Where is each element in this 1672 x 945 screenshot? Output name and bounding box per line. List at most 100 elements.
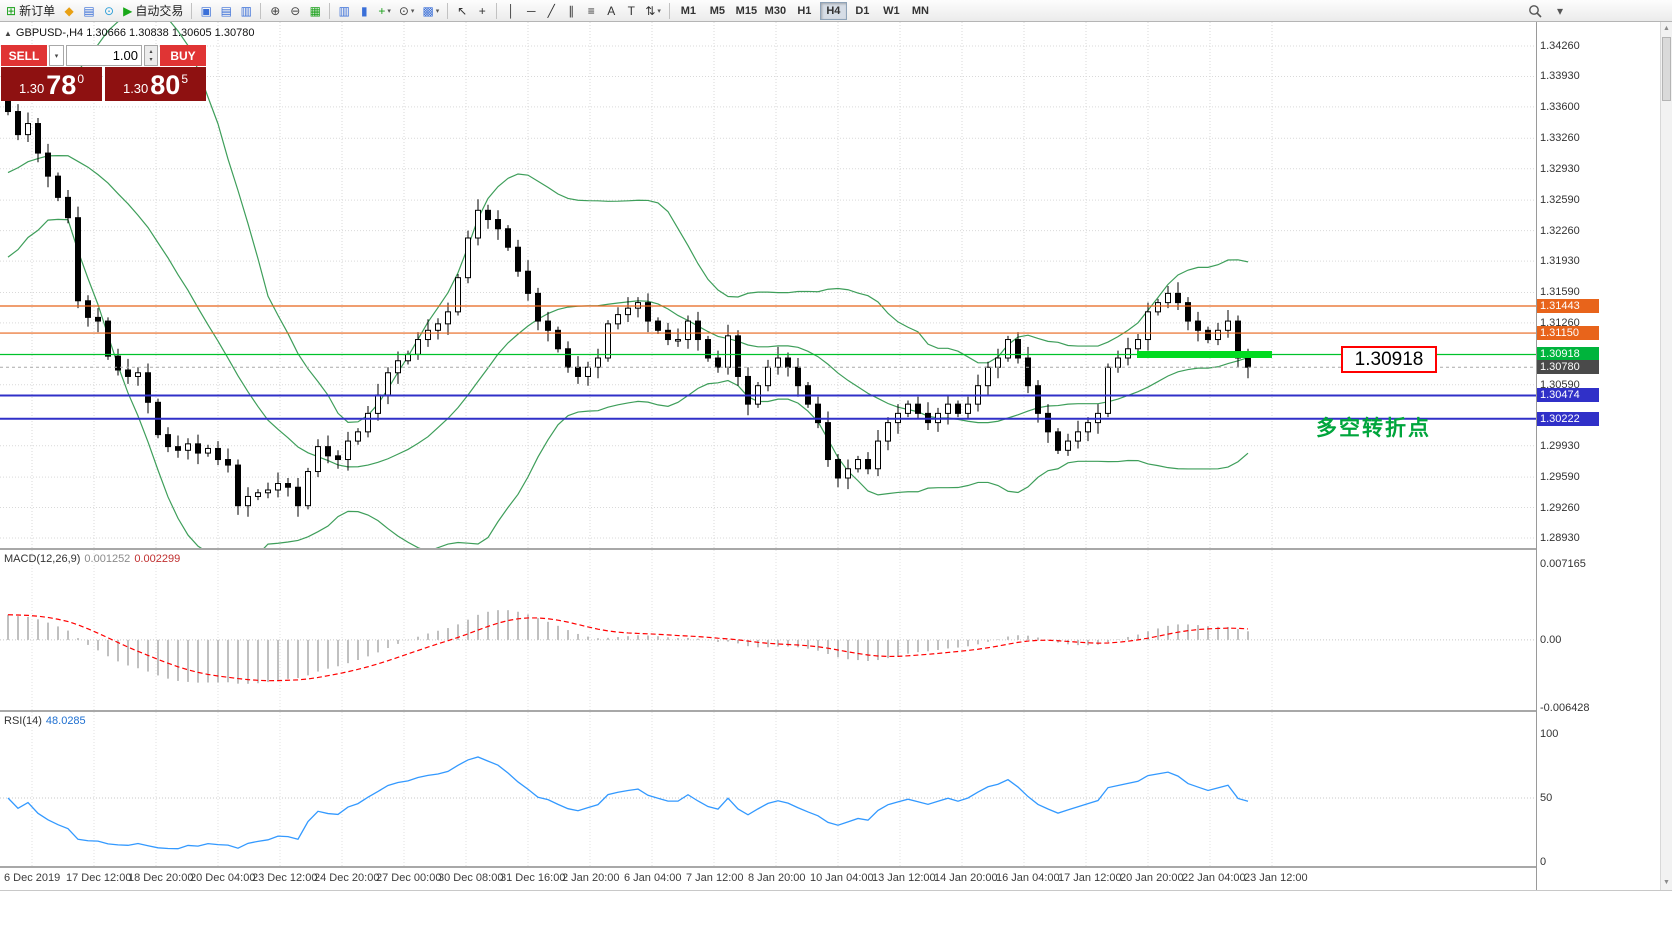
new-chart-button[interactable]: + ▾: [374, 1, 395, 21]
autotrading-icon: ▶: [123, 3, 133, 18]
price-axis-tag: 1.30222: [1537, 411, 1599, 426]
templates-icon: ▩: [422, 3, 434, 18]
volume-input[interactable]: 1.00: [66, 45, 142, 66]
price-tick-label: 1.34260: [1540, 40, 1580, 52]
periodicity-icon: ⊙: [398, 3, 409, 18]
time-axis-label: 24 Dec 20:00: [314, 872, 380, 884]
candles-layer: [5, 96, 1251, 517]
toolbar-options-button[interactable]: ▾: [1550, 1, 1570, 21]
rsi-indicator-panel[interactable]: [0, 712, 1536, 866]
scroll-up-icon[interactable]: ▲: [1663, 25, 1670, 32]
time-axis-label: 6 Dec 2019: [4, 872, 61, 884]
price-level-label[interactable]: 1.30918: [1341, 346, 1437, 373]
chevron-down-icon: ▾: [54, 52, 59, 60]
arrows-button[interactable]: ⇅ ▾: [641, 1, 665, 21]
fibonacci-button[interactable]: ≡: [581, 1, 601, 21]
macd-indicator-panel[interactable]: [0, 550, 1536, 710]
timeframe-h4-button[interactable]: H4: [819, 1, 847, 20]
new-order-button[interactable]: ⊞ 新订单: [2, 1, 59, 21]
sell-button[interactable]: SELL: [1, 45, 47, 66]
trendline-icon: ╱: [547, 3, 555, 18]
horizontal-level-lines[interactable]: [0, 305, 1536, 420]
rsi-label: RSI(14) 48.0285: [4, 715, 86, 727]
tile-windows-button[interactable]: ▦: [305, 1, 325, 21]
autotrading-button[interactable]: ▶ 自动交易: [119, 1, 187, 21]
trendline-button[interactable]: ╱: [541, 1, 561, 21]
scroll-down-icon[interactable]: ▼: [1663, 879, 1670, 886]
sell-price-big: 78: [46, 70, 77, 100]
sell-price-button[interactable]: 1.30 78 0: [1, 67, 102, 101]
rsi-name: RSI(14): [4, 715, 42, 727]
timeframe-d1-button[interactable]: D1: [855, 4, 870, 17]
market-watch-icon: ▤: [83, 3, 95, 18]
candlestick-chart-button[interactable]: ▮: [354, 1, 374, 21]
dropdown-caret-icon[interactable]: ▾: [387, 7, 391, 15]
zoom-in-icon: ⊕: [270, 3, 281, 18]
buy-price-button[interactable]: 1.30 80 5: [105, 67, 206, 101]
chart-ohlc-header: ▲ GBPUSD-,H4 1.30666 1.30838 1.30605 1.30…: [4, 27, 254, 39]
panel-separator[interactable]: [0, 866, 1672, 868]
timeframe-m15-button[interactable]: M15: [735, 4, 758, 17]
price-axis-tag: 1.30474: [1537, 388, 1599, 403]
timeframe-h1-button[interactable]: H1: [797, 4, 812, 17]
horizontal-line-button[interactable]: ─: [521, 1, 541, 21]
panel-separator[interactable]: [0, 548, 1672, 550]
green-highlight-zone[interactable]: [1137, 350, 1272, 358]
order-type-dropdown[interactable]: ▾: [49, 45, 64, 66]
toolbar-separator: [447, 2, 449, 19]
fibonacci-icon: ≡: [587, 3, 595, 18]
time-axis[interactable]: 6 Dec 2019 17 Dec 12:00 18 Dec 20:00 20 Dec…: [0, 868, 1536, 890]
channel-button[interactable]: ∥: [561, 1, 581, 21]
bar-chart-button[interactable]: ▥: [334, 1, 354, 21]
new-chart-icon: +: [378, 3, 386, 18]
dropdown-caret-icon[interactable]: ▾: [435, 7, 440, 15]
rsi-scale-label: 0: [1540, 856, 1547, 868]
tile-horizontally-button[interactable]: ▤: [216, 1, 236, 21]
timeframe-mn-button[interactable]: MN: [911, 4, 929, 17]
cascade-windows-button[interactable]: ▣: [196, 1, 216, 21]
time-axis-label: 2 Jan 20:00: [562, 872, 620, 884]
dropdown-caret-icon[interactable]: ▾: [657, 7, 661, 15]
price-axis[interactable]: 1.34260 1.33930 1.33600 1.33260 1.32930 1.325…: [1536, 22, 1660, 890]
terminal-button[interactable]: ⊙: [99, 1, 119, 21]
periodicity-button[interactable]: ⊙ ▾: [395, 1, 419, 21]
collapse-arrow-icon[interactable]: ▲: [4, 29, 12, 38]
panel-separator[interactable]: [0, 710, 1672, 712]
chevron-down-icon[interactable]: ▾: [149, 56, 153, 63]
price-tick-label: 1.31590: [1540, 286, 1580, 299]
timeframe-m5-button[interactable]: M5: [709, 4, 726, 17]
channel-icon: ∥: [568, 3, 575, 18]
chevron-up-icon[interactable]: ▴: [149, 48, 153, 55]
vertical-line-button[interactable]: │: [501, 1, 521, 21]
toolbar-separator: [496, 2, 498, 19]
time-axis-label: 14 Jan 20:00: [934, 872, 998, 884]
tile-horizontally-icon: ▤: [220, 3, 232, 18]
timeframe-m30-button[interactable]: M30: [764, 4, 787, 17]
toolbar-separator: [260, 2, 262, 19]
vertical-scrollbar[interactable]: ▲ ▼: [1660, 22, 1672, 890]
timeframe-w1-button[interactable]: W1: [883, 4, 900, 17]
scrollbar-thumb[interactable]: [1662, 37, 1671, 101]
crosshair-button[interactable]: +: [472, 1, 492, 21]
volume-stepper[interactable]: ▴ ▾: [144, 45, 158, 66]
templates-button[interactable]: ▩ ▾: [418, 1, 443, 21]
buy-button[interactable]: BUY: [160, 45, 206, 66]
timeframe-m1-button[interactable]: M1: [680, 4, 697, 17]
autotrading-button-label: 自动交易: [135, 4, 184, 18]
zoom-in-button[interactable]: ⊕: [265, 1, 285, 21]
macd-scale-label: 0.00: [1540, 633, 1562, 646]
terminal-icon: ⊙: [104, 3, 115, 18]
price-tick-label: 1.31930: [1540, 255, 1580, 268]
tile-vertically-button[interactable]: ▥: [236, 1, 256, 21]
ohlc-text: GBPUSD-,H4 1.30666 1.30838 1.30605 1.307…: [15, 27, 255, 39]
cursor-button[interactable]: ↖: [452, 1, 472, 21]
text-button[interactable]: A: [601, 1, 621, 21]
text-label-button[interactable]: T: [621, 1, 641, 21]
metaeditor-button[interactable]: ◆: [59, 1, 79, 21]
dropdown-caret-icon[interactable]: ▾: [410, 7, 415, 15]
zoom-out-button[interactable]: ⊖: [285, 1, 305, 21]
price-chart[interactable]: [0, 22, 1536, 548]
market-watch-button[interactable]: ▤: [79, 1, 99, 21]
search-button[interactable]: [1524, 1, 1546, 21]
